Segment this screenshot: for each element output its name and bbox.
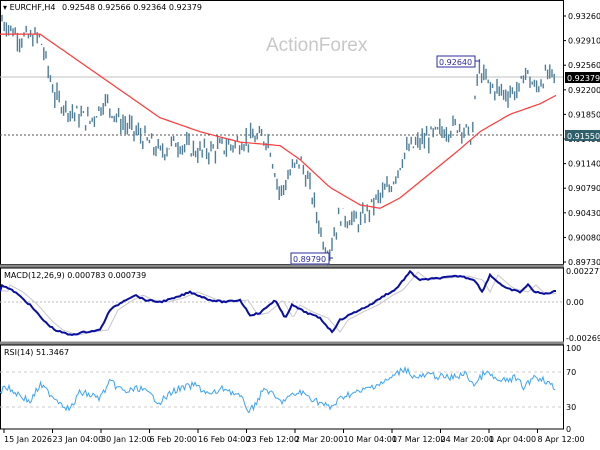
rsi-pane[interactable]	[0, 344, 564, 430]
price-tick: 0.91850	[568, 110, 600, 119]
symbol-header[interactable]: ▾ EURCHF,H4 0.92548 0.92566 0.92364 0.92…	[3, 3, 202, 12]
time-tick: 23 Feb 12:00	[247, 435, 299, 444]
time-tick: 2 Mar 20:00	[295, 435, 343, 444]
price-tick: 0.90080	[568, 233, 600, 242]
time-tick: 6 Feb 20:00	[150, 435, 197, 444]
watermark: ActionForex	[266, 35, 368, 56]
svg-text:0.91550: 0.91550	[567, 132, 600, 141]
rsi-tick: 30	[566, 403, 576, 412]
dropdown-triangle-icon[interactable]: ▾	[3, 3, 8, 12]
time-tick: 24 Mar 20:00	[441, 435, 494, 444]
price-tick: 0.92200	[568, 86, 600, 95]
price-tick: 0.92910	[568, 37, 600, 46]
ohlc-values: 0.92548 0.92566 0.92364 0.92379	[62, 3, 202, 12]
price-tick: 0.93260	[568, 12, 600, 21]
high-annotation: 0.92640	[436, 55, 480, 68]
time-tick: 15 Jan 2026	[4, 435, 52, 444]
macd-label: MACD(12,26,9) 0.000783 0.000739	[4, 271, 147, 280]
moving-average-line	[0, 33, 557, 209]
rsi-line	[0, 365, 556, 414]
time-tick: 1 Apr 04:00	[489, 435, 536, 444]
price-tick: 0.92560	[568, 61, 600, 70]
level-price-tag: 0.91550	[565, 130, 600, 141]
time-tick: 10 Mar 04:00	[344, 435, 397, 444]
price-tick: 0.90790	[568, 184, 600, 193]
rsi-label: RSI(14) 51.3467	[4, 348, 70, 357]
low-annotation: 0.89790	[290, 252, 333, 265]
price-tick: 0.90430	[568, 209, 600, 218]
macd-tick: 0.00	[566, 298, 584, 307]
price-tick: 0.91140	[568, 160, 600, 169]
time-tick: 17 Mar 12:00	[392, 435, 445, 444]
svg-text:0.92379: 0.92379	[567, 74, 600, 83]
price-tick: 0.89730	[568, 258, 600, 267]
rsi-tick: 0	[566, 425, 571, 434]
symbol-label: EURCHF,H4	[9, 3, 56, 12]
time-tick: 8 Apr 12:00	[538, 435, 585, 444]
svg-text:0.92640: 0.92640	[439, 58, 472, 67]
current-price-tag: 0.92379	[565, 72, 600, 83]
macd-tick: 0.002277	[566, 267, 600, 276]
macd-line	[0, 269, 556, 337]
time-tick: 23 Jan 04:00	[53, 435, 104, 444]
time-tick: 16 Feb 04:00	[198, 435, 250, 444]
rsi-tick: 70	[566, 368, 576, 377]
svg-text:0.89790: 0.89790	[293, 255, 326, 264]
time-tick: 30 Jan 12:00	[101, 435, 152, 444]
macd-tick: -0.002693	[566, 334, 600, 343]
rsi-tick: 100	[566, 344, 581, 353]
